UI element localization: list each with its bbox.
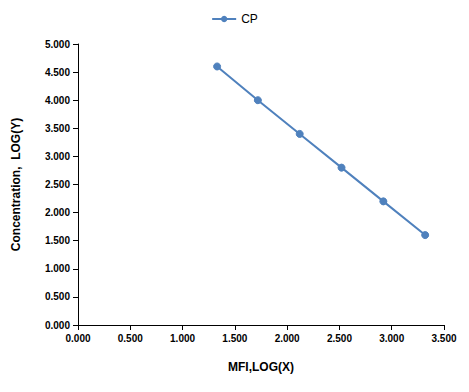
svg-text:2.000: 2.000 [275, 333, 300, 344]
svg-text:2.500: 2.500 [45, 179, 70, 190]
svg-text:1.000: 1.000 [170, 333, 195, 344]
svg-text:2.500: 2.500 [327, 333, 352, 344]
svg-text:MFI,LOG(X): MFI,LOG(X) [228, 360, 294, 374]
svg-text:1.000: 1.000 [45, 263, 70, 274]
svg-text:0.000: 0.000 [45, 320, 70, 331]
svg-text:4.000: 4.000 [45, 95, 70, 106]
svg-text:1.500: 1.500 [45, 235, 70, 246]
svg-text:3.000: 3.000 [45, 151, 70, 162]
svg-text:0.500: 0.500 [118, 333, 143, 344]
svg-text:Concentration, LOG(Y): Concentration, LOG(Y) [9, 118, 23, 251]
svg-text:2.000: 2.000 [45, 207, 70, 218]
svg-text:0.500: 0.500 [45, 291, 70, 302]
svg-text:3.500: 3.500 [45, 123, 70, 134]
svg-text:3.500: 3.500 [431, 333, 456, 344]
svg-text:3.000: 3.000 [379, 333, 404, 344]
svg-text:1.500: 1.500 [222, 333, 247, 344]
svg-text:5.000: 5.000 [45, 39, 70, 50]
svg-text:4.500: 4.500 [45, 67, 70, 78]
svg-text:0.000: 0.000 [65, 333, 90, 344]
svg-text:CP: CP [241, 12, 258, 26]
